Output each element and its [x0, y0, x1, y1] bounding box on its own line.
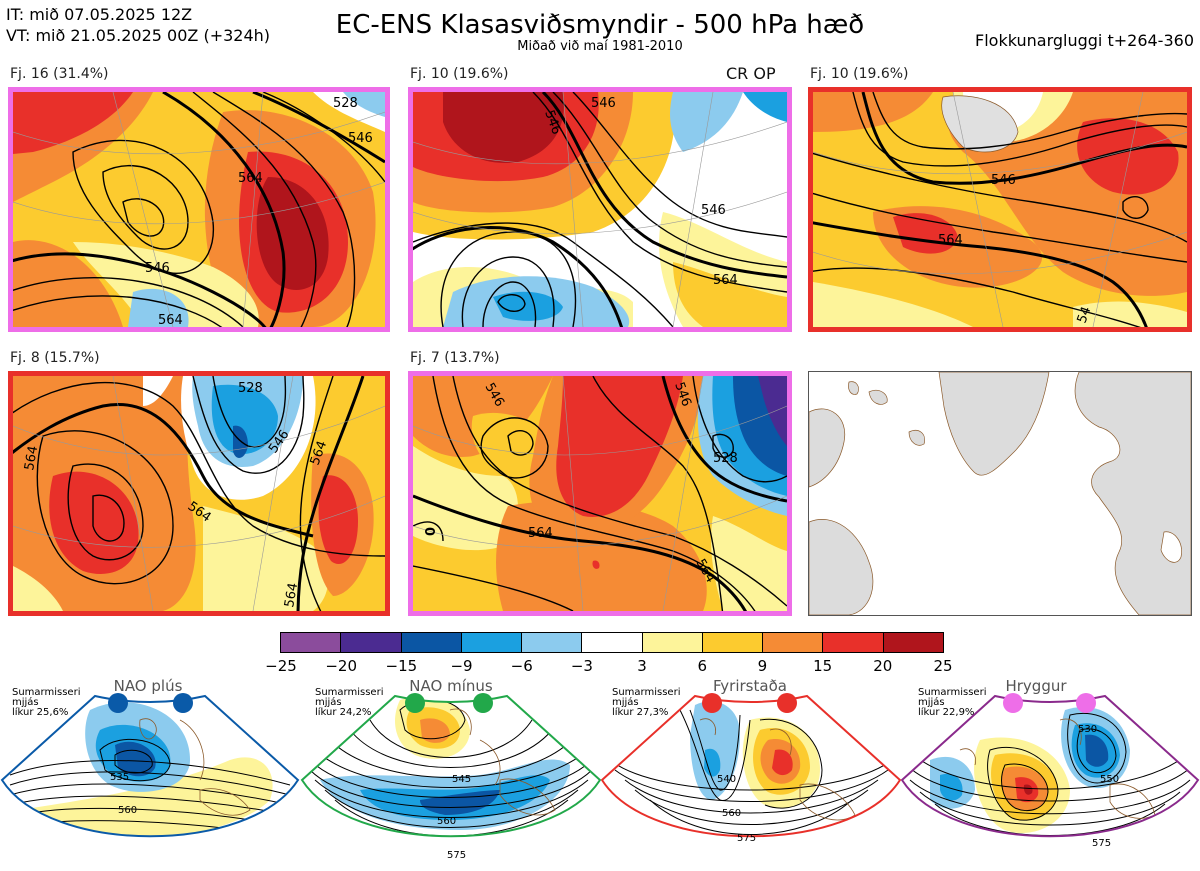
contour-label: 575 — [737, 833, 756, 844]
panel-1-map: 546 564 528 546 564 — [13, 92, 385, 327]
contour-label: 550 — [1100, 774, 1119, 785]
valid-time: VT: mið 21.05.2025 00Z (+324h) — [6, 26, 271, 45]
colorbar-tick-label: −3 — [570, 657, 593, 675]
contour-label: 564 — [282, 582, 301, 609]
contour-label: 564 — [238, 171, 263, 186]
panel-3-map: 546 564 54 — [813, 92, 1187, 327]
contour-label: 545 — [452, 774, 471, 785]
contour-label: 560 — [118, 805, 137, 816]
contour-label: 54 — [1075, 305, 1095, 326]
regime-2-note: Sumarmisseri mjjás líkur 24,2% — [315, 687, 384, 718]
panel-1-label: Fj. 16 (31.4%) — [10, 66, 109, 82]
panel-5-label: Fj. 7 (13.7%) — [410, 350, 500, 366]
regime-1-title: NAO plús — [113, 677, 183, 695]
contour-label: 528 — [333, 96, 358, 111]
contour-label: 535 — [110, 772, 129, 783]
colorbar — [280, 632, 944, 653]
cluster-map-panel-4: 564 528 546 564 564 564 — [8, 371, 390, 616]
contour-label: 546 — [348, 131, 373, 146]
colorbar-cell — [762, 633, 823, 652]
colorbar-tick-label: 3 — [637, 657, 647, 675]
panel-2-label: Fj. 10 (19.6%) — [410, 66, 509, 82]
colorbar-cells — [281, 633, 943, 652]
coastline-map-panel — [808, 371, 1192, 616]
contour-label: 530 — [1078, 724, 1097, 735]
colorbar-tick-label: −9 — [450, 657, 473, 675]
contour-label: 564 — [22, 445, 41, 472]
colorbar-cell — [340, 633, 401, 652]
cluster-map-panel-1: 546 564 528 546 564 — [8, 87, 390, 332]
colorbar-tick-label: 25 — [933, 657, 953, 675]
contour-label: 546 — [145, 261, 170, 276]
contour-label: 575 — [447, 850, 466, 861]
colorbar-cell — [641, 633, 702, 652]
panel-2-map: 546 546 546 564 — [413, 92, 787, 327]
page-subtitle: Miðað við maí 1981-2010 — [517, 39, 683, 54]
contour-label: 560 — [722, 808, 741, 819]
panel-4-label: Fj. 8 (15.7%) — [10, 350, 100, 366]
regime-3-map: 540 560 575 — [600, 693, 902, 844]
colorbar-tick-label: −15 — [385, 657, 418, 675]
contour-label: 540 — [717, 774, 736, 785]
colorbar-cell — [460, 633, 522, 652]
colorbar-tick-label: −25 — [265, 657, 297, 675]
colorbar-cell — [581, 633, 642, 652]
colorbar-tick-label: 6 — [697, 657, 708, 675]
colorbar-cell — [822, 633, 883, 652]
contour-label: 546 — [991, 173, 1016, 188]
page-title: EC-ENS Klasasviðsmyndir - 500 hPa hæð — [335, 10, 865, 40]
colorbar-cell — [400, 633, 461, 652]
contour-label: 575 — [1092, 838, 1111, 849]
regime-4-map: 530 550 575 — [900, 693, 1200, 849]
contour-label: 564 — [528, 526, 553, 541]
contour-label: 528 — [238, 381, 263, 396]
cluster-map-panel-2: 546 546 546 564 — [408, 87, 792, 332]
colorbar-tick-label: 15 — [813, 657, 833, 675]
panel-3-label: Fj. 10 (19.6%) — [810, 66, 909, 82]
contour-label: 546 — [701, 203, 726, 218]
colorbar-cell — [882, 633, 943, 652]
colorbar-cell — [281, 633, 341, 652]
colorbar-tick-label: 9 — [757, 657, 768, 675]
init-time: IT: mið 07.05.2025 12Z — [6, 5, 193, 24]
contour-label: 560 — [437, 816, 456, 827]
panel-4-map: 564 528 546 564 564 564 — [13, 376, 385, 611]
colorbar-cell — [701, 633, 763, 652]
contour-label: 564 — [713, 273, 738, 288]
regime-4-title: Hryggur — [1005, 677, 1067, 695]
regime-2-map: 545 560 575 — [300, 693, 602, 861]
regime-2-title: NAO mínus — [409, 677, 493, 695]
contour-label: 546 — [591, 96, 616, 111]
contour-label: 0 — [424, 527, 439, 536]
colorbar-cell — [521, 633, 582, 652]
panel-2-note: CR OP — [726, 64, 776, 83]
regime-4-note: Sumarmisseri mjjás líkur 22,9% — [918, 687, 987, 718]
regime-1-map: 535 560 — [0, 693, 300, 838]
panel-5-map: 546 546 528 564 564 0 — [413, 376, 787, 611]
contour-label: 564 — [158, 313, 183, 327]
regime-3-note: Sumarmisseri mjjás líkur 27,3% — [612, 687, 681, 718]
colorbar-tick-label: −6 — [510, 657, 533, 675]
colorbar-tick-label: −20 — [325, 657, 357, 675]
contour-label: 564 — [938, 233, 963, 248]
cluster-map-panel-3: 546 564 54 — [808, 87, 1192, 332]
regime-1-note: Sumarmisseri mjjás líkur 25,6% — [12, 687, 81, 718]
header-info: IT: mið 07.05.2025 12Z VT: mið 21.05.202… — [6, 4, 270, 46]
regime-3-title: Fyrirstaða — [713, 677, 787, 695]
cluster-map-panel-5: 546 546 528 564 564 0 — [408, 371, 792, 616]
colorbar-tick-label: 20 — [873, 657, 893, 675]
classification-window: Flokkunargluggi t+264-360 — [975, 31, 1194, 50]
coastline-map — [809, 372, 1191, 615]
contour-label: 528 — [713, 451, 738, 466]
